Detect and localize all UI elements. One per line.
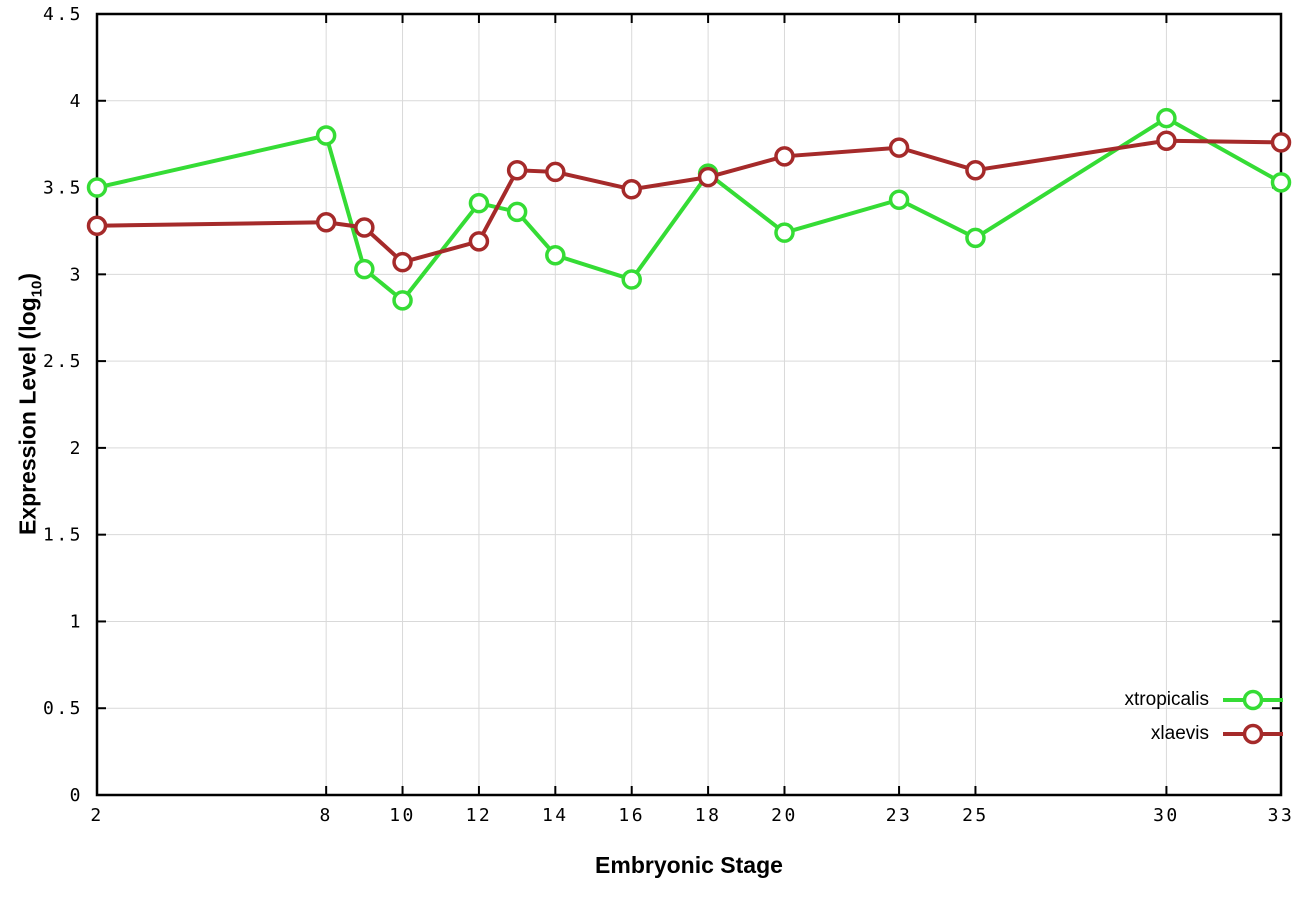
x-tick-label: 12 (466, 805, 493, 826)
x-tick-label: 14 (542, 805, 569, 826)
data-point-xlaevis (1156, 130, 1177, 151)
data-point-xlaevis (354, 217, 375, 238)
data-point-xtropicalis (468, 192, 490, 214)
data-point-xtropicalis (1156, 107, 1177, 129)
data-point-xlaevis (774, 146, 795, 167)
series-line-xtropicalis (95, 116, 1283, 303)
data-point-xtropicalis (774, 222, 795, 243)
legend-swatch-xtropicalis (1223, 689, 1283, 711)
data-point-xlaevis (1270, 132, 1292, 153)
data-point-xtropicalis (354, 258, 375, 280)
data-point-xlaevis (965, 159, 986, 181)
y-tick-label: 1 (70, 611, 83, 632)
data-point-xlaevis (392, 251, 413, 273)
x-tick-label: 33 (1268, 805, 1295, 826)
y-tick-label: 3.5 (43, 178, 83, 199)
legend-label-xtropicalis: xtropicalis (1124, 689, 1209, 710)
data-point-xtropicalis (1270, 172, 1292, 193)
data-point-xtropicalis (965, 227, 986, 249)
y-tick-label: 4.5 (43, 4, 83, 25)
data-point-xlaevis (468, 231, 490, 252)
data-point-xlaevis (697, 166, 719, 188)
data-point-xlaevis (86, 215, 108, 236)
data-point-xtropicalis (545, 244, 566, 266)
x-tick-label: 2 (90, 805, 103, 826)
legend-marker (1242, 689, 1264, 711)
data-point-xlaevis (315, 212, 337, 233)
y-axis-title: Expression Level (log10) (15, 273, 46, 535)
legend-swatch-xlaevis (1223, 723, 1283, 745)
legend-item-xtropicalis: xtropicalis (1125, 686, 1285, 714)
y-tick-label: 3 (70, 264, 83, 285)
x-tick-label: 18 (695, 805, 722, 826)
x-tick-label: 20 (771, 805, 798, 826)
y-tick-label: 2.5 (43, 351, 83, 372)
y-axis-title-main: Expression Level (log (14, 297, 41, 536)
x-tick-label: 30 (1153, 805, 1180, 826)
x-tick-label: 25 (962, 805, 989, 826)
legend-label-xlaevis: xlaevis (1150, 723, 1209, 744)
y-tick-label: 1.5 (43, 525, 83, 546)
x-tick-label: 16 (618, 805, 645, 826)
x-tick-label: 8 (319, 805, 332, 826)
legend-item-xlaevis: xlaevis (1151, 720, 1285, 748)
data-point-xlaevis (545, 161, 566, 183)
y-tick-label: 0.5 (43, 698, 83, 719)
y-tick-label: 0 (70, 785, 83, 806)
data-point-xlaevis (506, 159, 528, 181)
data-point-xlaevis (621, 179, 642, 200)
y-tick-label: 2 (70, 438, 83, 459)
y-axis-title-subscript: 10 (28, 280, 46, 298)
legend: xtropicalis xlaevis (1125, 686, 1285, 748)
data-point-xlaevis (888, 137, 910, 158)
data-point-xtropicalis (315, 125, 337, 146)
data-point-xtropicalis (86, 177, 108, 198)
y-axis-title-close: ) (14, 272, 41, 281)
x-tick-label: 23 (886, 805, 913, 826)
data-point-xtropicalis (621, 269, 642, 290)
plot-border (95, 12, 1283, 797)
data-point-xtropicalis (392, 290, 413, 311)
x-axis-title: Embryonic Stage (595, 852, 783, 878)
x-tick-label: 10 (389, 805, 416, 826)
legend-marker (1242, 723, 1264, 745)
data-point-xtropicalis (506, 201, 528, 223)
y-tick-label: 4 (70, 91, 83, 112)
data-point-xtropicalis (888, 189, 910, 210)
